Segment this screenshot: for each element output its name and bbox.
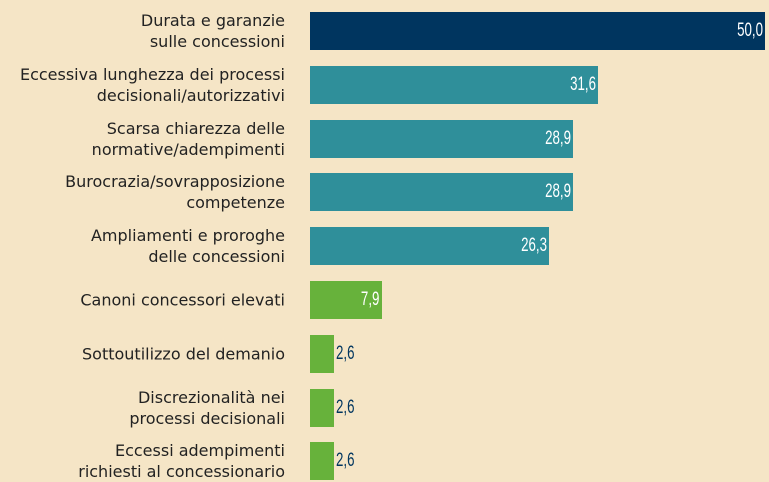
value-label: 26,3 bbox=[521, 235, 548, 257]
value-label: 28,9 bbox=[545, 127, 571, 149]
value-label: 31,6 bbox=[569, 73, 596, 95]
category-label: Eccessiva lunghezza dei processi decisio… bbox=[19, 64, 285, 105]
bar bbox=[310, 227, 550, 266]
category-label: Sottoutilizzo del demanio bbox=[82, 344, 285, 364]
bar bbox=[310, 388, 334, 427]
value-label: 2,6 bbox=[335, 396, 355, 418]
category-label: Discrezionalità nei processi decisionali bbox=[129, 387, 285, 428]
value-label: 7,9 bbox=[361, 289, 380, 310]
value-label: 2,6 bbox=[335, 450, 355, 472]
category-label: Burocrazia/sovrapposizione competenze bbox=[65, 172, 285, 213]
category-label: Canoni concessori elevati bbox=[80, 290, 285, 310]
bar bbox=[310, 281, 382, 319]
value-label: 50,0 bbox=[737, 20, 763, 41]
category-label: Eccessi adempimenti richiesti al concess… bbox=[78, 441, 285, 482]
bar bbox=[310, 119, 573, 158]
bar bbox=[310, 173, 573, 212]
category-label: Scarsa chiarezza delle normative/adempim… bbox=[91, 118, 285, 159]
category-label: Durata e garanzie sulle concessioni bbox=[140, 11, 285, 51]
bar bbox=[310, 334, 334, 373]
bar bbox=[310, 442, 334, 481]
bar bbox=[310, 65, 598, 104]
category-label: Ampliamenti e proroghe delle concessioni bbox=[90, 226, 285, 267]
value-label: 2,6 bbox=[335, 342, 355, 364]
bar bbox=[310, 12, 765, 50]
value-label: 28,9 bbox=[545, 181, 571, 203]
